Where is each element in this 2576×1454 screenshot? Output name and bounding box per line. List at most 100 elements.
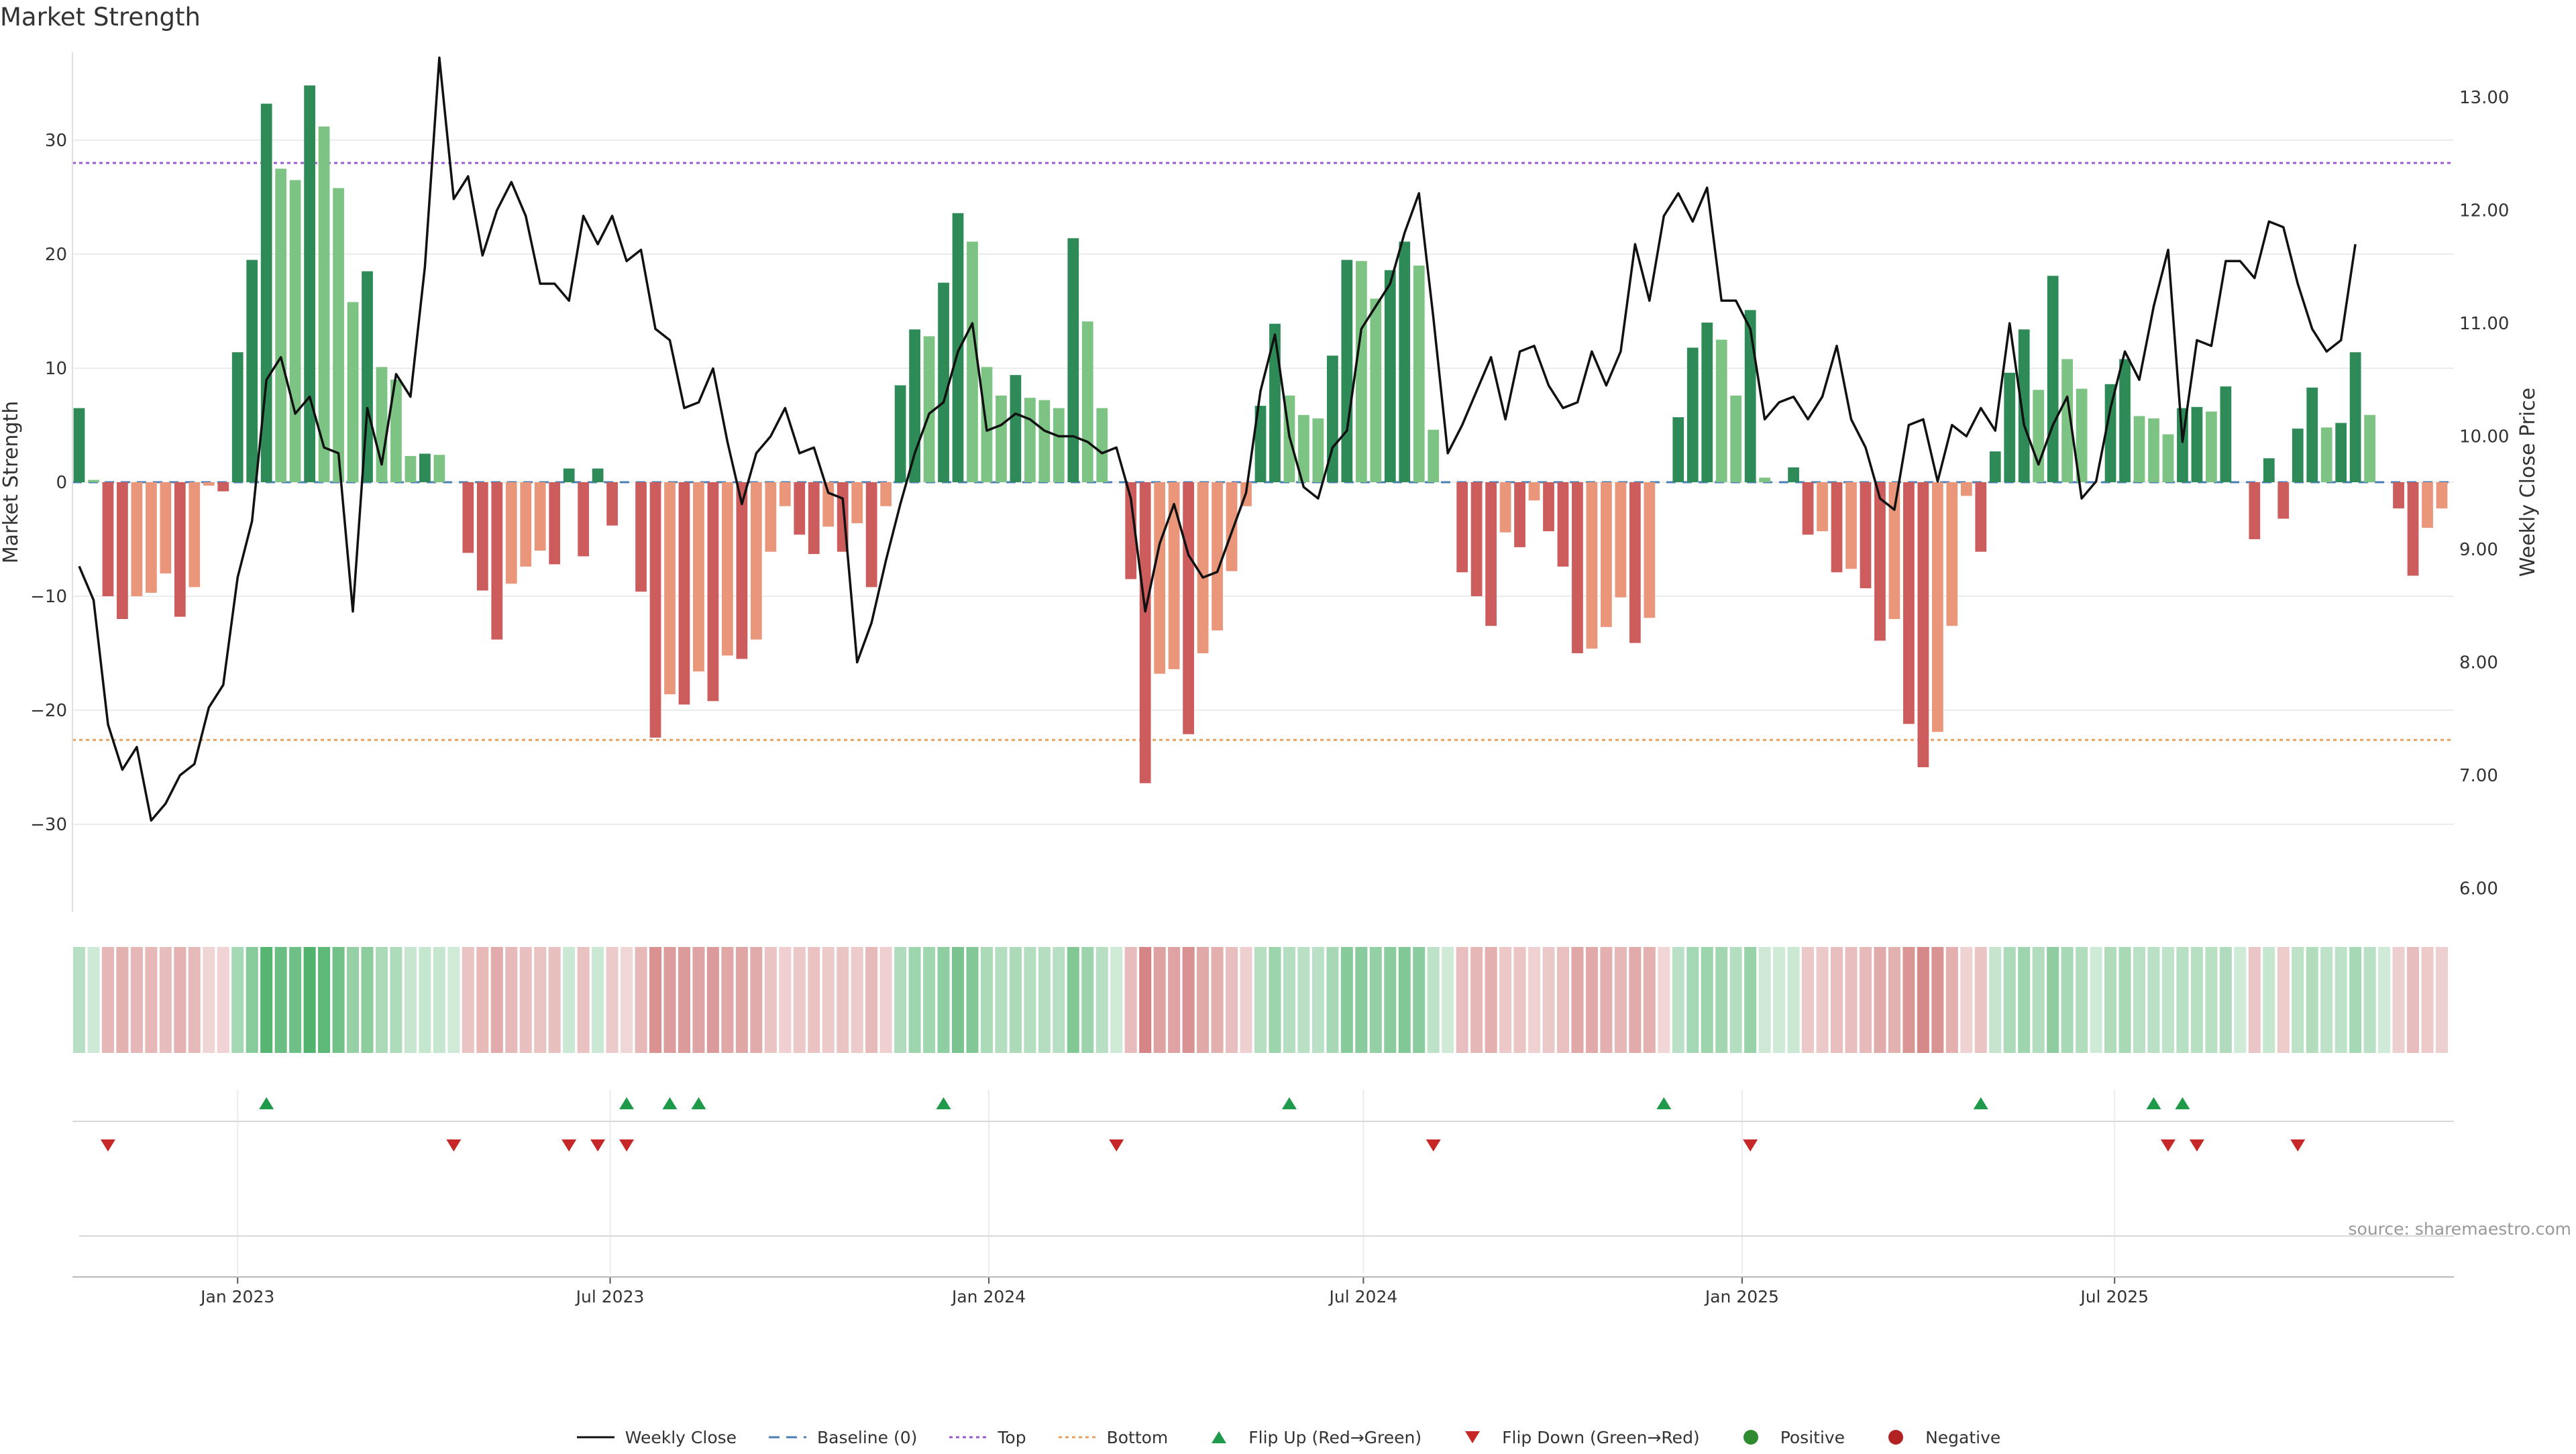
- flip-down-marker: [100, 1139, 115, 1152]
- flip-up-marker: [2175, 1097, 2190, 1109]
- strength-bar: [664, 482, 676, 695]
- flip-down-marker: [2290, 1139, 2306, 1152]
- heat-cell: [101, 947, 114, 1053]
- flip-down-marker: [619, 1139, 635, 1152]
- heat-cell: [894, 947, 907, 1053]
- heat-cell: [1398, 947, 1411, 1053]
- heat-cell: [188, 947, 201, 1053]
- flip-down-marker: [590, 1139, 606, 1152]
- heat-cell: [865, 947, 878, 1053]
- heat-cell: [1269, 947, 1281, 1053]
- heat-cell: [1254, 947, 1267, 1053]
- flip-down-marker: [561, 1139, 577, 1152]
- strength-bar: [419, 453, 431, 482]
- heat-cell: [2334, 947, 2347, 1053]
- strength-bar: [1831, 482, 1843, 573]
- flip_down-legend-swatch-icon: [1465, 1431, 1481, 1443]
- heat-cell: [577, 947, 590, 1053]
- strength-bar: [534, 482, 546, 551]
- strength-bar: [1399, 241, 1411, 482]
- heat-cell: [1168, 947, 1181, 1053]
- legend-label: Negative: [1925, 1427, 2001, 1447]
- strength-bar: [851, 482, 863, 524]
- flip-up-marker: [259, 1097, 274, 1109]
- flip-up-marker: [662, 1097, 678, 1109]
- strength-bar: [2148, 418, 2159, 482]
- strength-bar: [2220, 386, 2232, 482]
- heat-cell: [1124, 947, 1137, 1053]
- heat-cell: [361, 947, 374, 1053]
- x-tick-label: Jan 2025: [1704, 1287, 1779, 1306]
- strength-bar: [1183, 482, 1194, 734]
- heat-cell: [260, 947, 273, 1053]
- heat-cell: [1355, 947, 1368, 1053]
- heat-cell: [174, 947, 186, 1053]
- heat-cell: [347, 947, 360, 1053]
- strength-bar: [1845, 482, 1857, 569]
- heat-cell: [1758, 947, 1771, 1053]
- heat-cell: [592, 947, 604, 1053]
- strength-bar: [865, 482, 877, 588]
- heat-cell: [2421, 947, 2434, 1053]
- legend-label: Top: [998, 1427, 1026, 1447]
- strength-bar: [2033, 390, 2045, 482]
- heat-cell: [2363, 947, 2376, 1053]
- strength-bar: [1572, 482, 1583, 653]
- flip-down-marker: [2160, 1139, 2176, 1152]
- strength-bar: [1672, 417, 1684, 482]
- heat-cell: [490, 947, 503, 1053]
- heat-cell: [2147, 947, 2160, 1053]
- strength-bar: [1557, 482, 1569, 567]
- heat-cell: [2205, 947, 2218, 1053]
- axes: −30 −20 −10 0 10 20 30 6.00 7.00 8.00 9.00 10.00 11.…: [0, 52, 2540, 912]
- strength-bar: [2133, 416, 2145, 482]
- strength-bar: [1528, 482, 1540, 501]
- strength-bar: [1960, 482, 1972, 496]
- heat-cell: [1311, 947, 1324, 1053]
- strength-bar: [1168, 482, 1180, 669]
- strength-bar: [73, 408, 85, 482]
- strength-bar: [2018, 329, 2030, 482]
- heat-cell: [318, 947, 331, 1053]
- heat-cell: [145, 947, 158, 1053]
- strength-bar: [1010, 375, 1022, 482]
- flip-down-marker: [446, 1139, 462, 1152]
- strength-bar: [1355, 261, 1367, 482]
- heat-cell: [1038, 947, 1051, 1053]
- positive-legend-swatch-icon: [1743, 1430, 1758, 1445]
- strength-bar: [938, 282, 949, 482]
- strength-bar: [405, 455, 417, 482]
- strength-bar: [1888, 482, 1900, 619]
- strength-bar: [246, 260, 258, 482]
- strength-bar: [2249, 482, 2261, 539]
- flip-up-marker: [2146, 1097, 2161, 1109]
- strength-bar: [2277, 482, 2290, 519]
- strength-bar: [1327, 355, 1338, 482]
- legend-item-flip-down: Flip Down (Green→Red): [1452, 1428, 1700, 1447]
- strength-bar: [779, 482, 791, 506]
- heat-cell: [621, 947, 633, 1053]
- strength-bar: [1470, 482, 1483, 596]
- strength-bar: [362, 271, 373, 482]
- heat-cell: [1974, 947, 1987, 1053]
- strength-bar: [1067, 238, 1079, 482]
- strength-bar: [2393, 482, 2404, 509]
- strength-bar: [2349, 352, 2361, 482]
- heat-cell: [779, 947, 792, 1053]
- heat-cell: [1831, 947, 1843, 1053]
- strength-bar: [1989, 451, 2001, 482]
- legend-label: Flip Down (Green→Red): [1502, 1427, 1700, 1447]
- strength-bar: [1730, 395, 1742, 482]
- heat-cell: [1110, 947, 1123, 1053]
- legend-item-line: Weekly Close: [576, 1428, 737, 1447]
- y-left-tick-label: 30: [45, 131, 67, 151]
- heat-cell: [1513, 947, 1526, 1053]
- strength-bar: [160, 482, 172, 573]
- line-legend-swatch-icon: [576, 1436, 614, 1439]
- strength-bar: [1615, 482, 1627, 598]
- y-right-tick-label: 9.00: [2459, 540, 2498, 560]
- heat-cell: [1139, 947, 1152, 1053]
- heat-cell: [519, 947, 532, 1053]
- strength-bar: [765, 482, 777, 552]
- strength-bar: [1715, 339, 1727, 482]
